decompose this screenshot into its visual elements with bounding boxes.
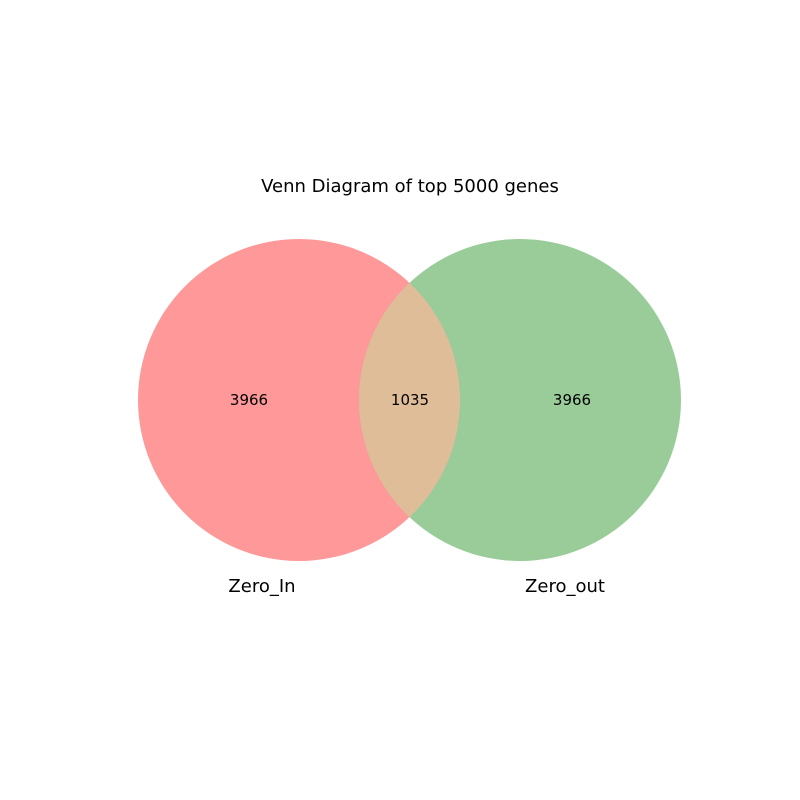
set-circle-zero-out — [359, 239, 681, 561]
zero-in-only-count: 3966 — [230, 391, 268, 409]
zero-out-only-count: 3966 — [553, 391, 591, 409]
set-label-zero-out: Zero_out — [525, 576, 605, 597]
intersection-count: 1035 — [391, 391, 429, 409]
set-circle-zero-in — [138, 239, 460, 561]
diagram-title: Venn Diagram of top 5000 genes — [261, 176, 559, 197]
set-label-zero-in: Zero_In — [228, 576, 295, 597]
